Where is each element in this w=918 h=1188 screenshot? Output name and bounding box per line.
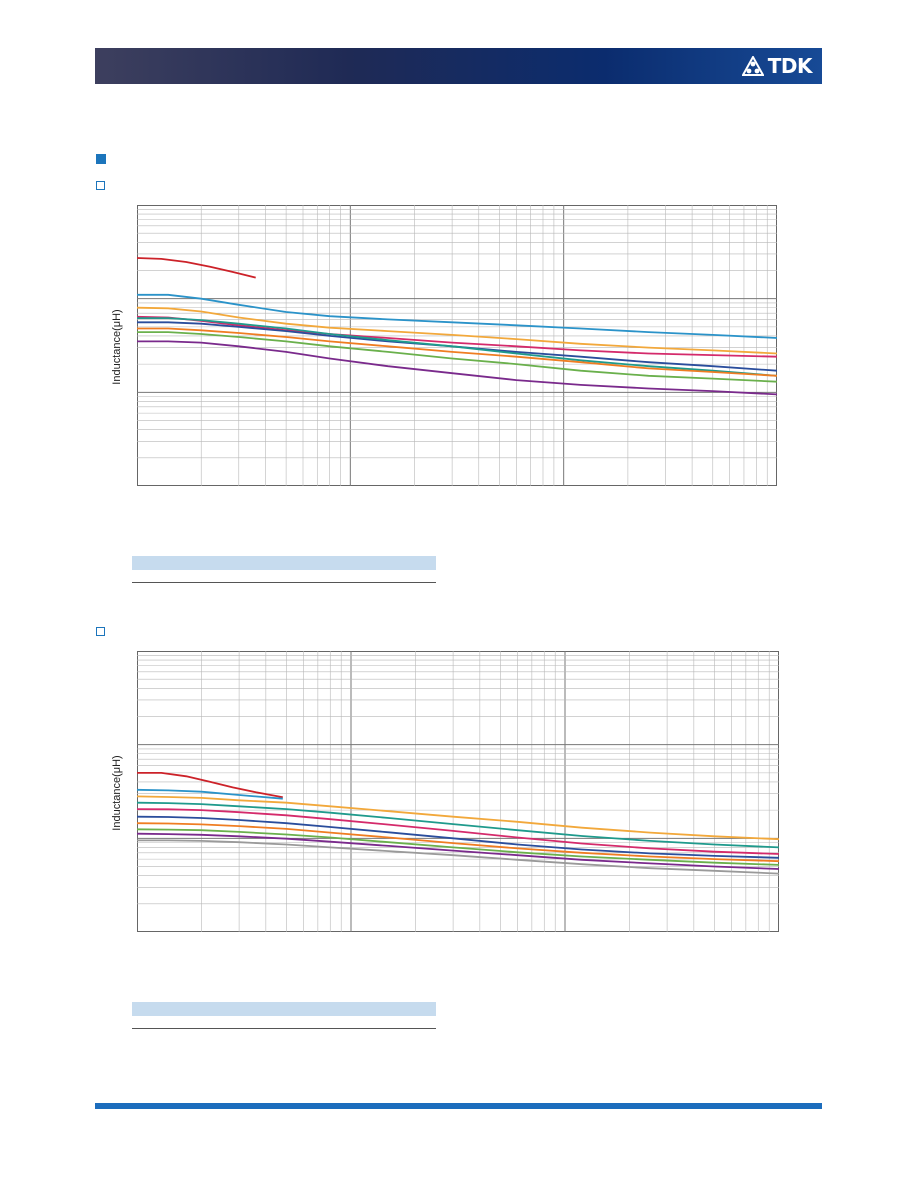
series-line-6 bbox=[137, 317, 777, 377]
chart-2 bbox=[137, 651, 779, 932]
series-line-2 bbox=[137, 293, 777, 339]
section-marker-icon bbox=[96, 154, 106, 164]
header-band: TDK bbox=[95, 48, 822, 84]
series-line-1 bbox=[137, 772, 283, 799]
series-line-10 bbox=[137, 839, 779, 875]
series-line-8 bbox=[137, 331, 777, 383]
logo-text: TDK bbox=[767, 54, 813, 78]
chart-1-ylabel: Inductance(μH) bbox=[111, 309, 123, 385]
series-line-8 bbox=[137, 828, 779, 866]
chart-2-table bbox=[132, 1002, 436, 1029]
tdk-triangle-logo-icon bbox=[741, 56, 764, 76]
series-line-4 bbox=[137, 801, 779, 849]
footer-bar bbox=[95, 1103, 822, 1109]
series-line-2 bbox=[137, 788, 283, 800]
series-line-3 bbox=[137, 306, 777, 355]
plot-frame bbox=[137, 651, 779, 932]
series-line-1 bbox=[137, 257, 256, 279]
chart-2-ylabel: Inductance(μH) bbox=[111, 755, 123, 831]
plot-frame bbox=[137, 205, 777, 486]
series-line-6 bbox=[137, 815, 779, 859]
subsection-marker-icon bbox=[96, 181, 105, 190]
series-line-7 bbox=[137, 822, 779, 863]
series-line-7 bbox=[137, 327, 777, 377]
chart-1 bbox=[137, 205, 777, 486]
table-body-row bbox=[132, 1016, 436, 1029]
series-line-9 bbox=[137, 340, 777, 396]
table-header-row bbox=[132, 556, 436, 570]
tdk-logo: TDK bbox=[741, 54, 813, 78]
series-line-3 bbox=[137, 795, 779, 841]
series-line-5 bbox=[137, 321, 777, 372]
table-header-row bbox=[132, 1002, 436, 1016]
series-line-5 bbox=[137, 808, 779, 855]
series-line-9 bbox=[137, 832, 779, 870]
chart-1-table bbox=[132, 556, 436, 583]
subsection-marker-icon bbox=[96, 627, 105, 636]
table-body-row bbox=[132, 570, 436, 583]
